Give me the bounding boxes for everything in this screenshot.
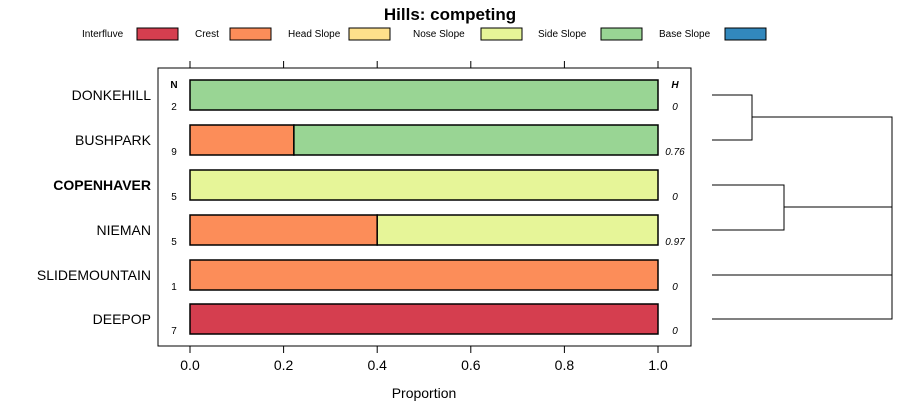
legend-label-head-slope: Head Slope xyxy=(288,29,341,40)
n-value: 9 xyxy=(171,147,177,158)
x-tick-label: 0.4 xyxy=(367,357,387,373)
bar-segment-nose-slope xyxy=(189,169,659,201)
chart-title: Hills: competing xyxy=(384,5,516,24)
legend-label-side-slope: Side Slope xyxy=(538,29,587,40)
legend-swatch-head-slope xyxy=(348,27,391,41)
h-value: 0 xyxy=(672,282,678,293)
h-value: 0.76 xyxy=(665,147,685,158)
legend-label-nose-slope: Nose Slope xyxy=(413,29,465,40)
dendrogram-branch xyxy=(712,184,785,231)
row-donkehill: DONKEHILL 2 0 xyxy=(72,79,678,113)
n-value: 5 xyxy=(171,237,177,248)
legend-label-interfluve: Interfluve xyxy=(82,29,124,40)
legend-swatch-interfluve xyxy=(136,27,179,41)
x-tick-label: 0.2 xyxy=(274,357,294,373)
bar-segment-crest xyxy=(189,124,295,156)
n-value: 5 xyxy=(171,192,177,203)
row-copenhaver: COPENHAVER 5 0 xyxy=(53,169,678,203)
h-value: 0 xyxy=(672,326,678,337)
row-label: SLIDEMOUNTAIN xyxy=(37,267,151,283)
bar-segment-nose-slope xyxy=(376,214,659,246)
row-label: BUSHPARK xyxy=(75,132,152,148)
legend-swatch-nose-slope xyxy=(480,27,523,41)
x-tick-label: 1.0 xyxy=(648,357,668,373)
row-deepop: DEEPOP 7 0 xyxy=(93,303,678,337)
legend-swatch-crest xyxy=(229,27,272,41)
legend: Interfluve Crest Head Slope Nose Slope Side … xyxy=(82,27,767,41)
legend-swatch-base-slope xyxy=(724,27,767,41)
x-tick-label: 0.0 xyxy=(180,357,200,373)
dendrogram xyxy=(712,94,893,320)
bar-segment-crest xyxy=(189,259,659,291)
dendrogram-branch xyxy=(712,116,893,320)
bar-segment-side-slope xyxy=(293,124,659,156)
h-value: 0 xyxy=(672,192,678,203)
x-axis: 0.0 0.2 0.4 0.6 0.8 1.0 xyxy=(180,61,668,373)
n-header: N xyxy=(170,80,177,91)
bar-rows: DONKEHILL 2 0 BUSHPARK 9 0.76 COPENHAVER 5 0 NIEM… xyxy=(37,79,685,337)
bar-segment-crest xyxy=(189,214,378,246)
x-axis-title: Proportion xyxy=(392,385,457,401)
n-value: 7 xyxy=(171,326,177,337)
row-label: COPENHAVER xyxy=(53,177,151,193)
row-bushpark: BUSHPARK 9 0.76 xyxy=(75,124,685,158)
plot-frame xyxy=(157,67,692,347)
bar-segment-interfluve xyxy=(189,303,659,335)
h-header: H xyxy=(671,80,679,91)
dendrogram-branch xyxy=(712,94,753,141)
x-tick-label: 0.6 xyxy=(461,357,481,373)
row-slidemountain: SLIDEMOUNTAIN 1 0 xyxy=(37,259,678,293)
n-value: 1 xyxy=(171,282,177,293)
legend-label-crest: Crest xyxy=(195,29,219,40)
legend-swatch-side-slope xyxy=(600,27,643,41)
row-label: DEEPOP xyxy=(93,311,151,327)
bar-segment-side-slope xyxy=(189,79,659,111)
n-value: 2 xyxy=(171,102,177,113)
legend-label-base-slope: Base Slope xyxy=(659,29,711,40)
x-tick-label: 0.8 xyxy=(555,357,575,373)
row-nieman: NIEMAN 5 0.97 xyxy=(97,214,685,248)
h-value: 0.97 xyxy=(665,237,685,248)
row-label: DONKEHILL xyxy=(72,87,152,103)
h-value: 0 xyxy=(672,102,678,113)
row-label: NIEMAN xyxy=(97,222,151,238)
